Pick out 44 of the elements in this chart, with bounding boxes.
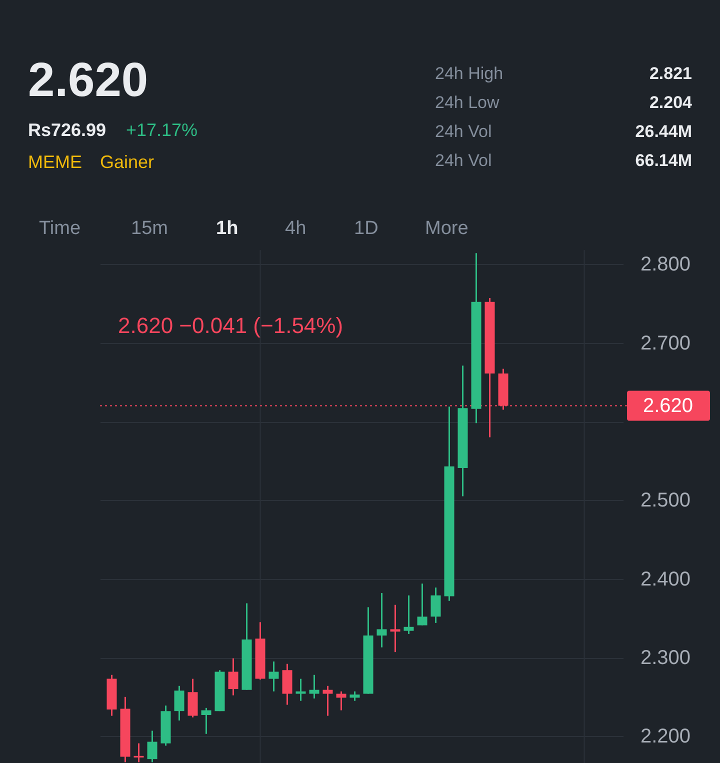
annotation: 2.620 −0.041 (−1.54%): [118, 313, 344, 338]
candlestick: [390, 604, 400, 653]
y-tick-label: 2.200: [640, 726, 691, 748]
candlestick: [228, 658, 238, 696]
candlestick: [134, 742, 144, 763]
candlestick: [147, 730, 158, 763]
text: 24h Vol: [435, 151, 492, 170]
text: MEME: [28, 152, 82, 172]
text: 15m: [131, 218, 168, 239]
candlestick: [404, 594, 414, 635]
candlestick: [350, 690, 360, 702]
candlestick: [376, 592, 387, 648]
candlestick: [309, 674, 320, 700]
text: 66.14M: [635, 151, 692, 170]
text: 24h High: [435, 64, 504, 83]
candlestick: [174, 685, 184, 722]
y-tick-label: 2.800: [640, 254, 691, 276]
y-tick-label: 2.500: [640, 490, 691, 512]
text: 2.204: [649, 93, 693, 112]
text: +17.17%: [126, 120, 198, 140]
text: 2.821: [649, 64, 692, 83]
text: Time: [39, 218, 81, 239]
text: More: [425, 218, 468, 239]
ref-line-label: 2.620: [642, 394, 694, 417]
candlestick: [296, 678, 306, 702]
chart-title: 2.620: [28, 54, 148, 107]
text: Rs726.99: [28, 120, 106, 140]
candlestick: [188, 678, 198, 718]
y-tick-label: 2.400: [640, 568, 691, 590]
candlestick: [282, 663, 292, 706]
candlestick: [430, 586, 441, 624]
text: 24h Low: [435, 93, 500, 112]
text: Gainer: [100, 152, 154, 172]
candlestick: [201, 707, 212, 735]
text: 26.44M: [635, 122, 692, 141]
text: 1h: [216, 218, 238, 239]
text: 1D: [354, 218, 378, 239]
y-tick-label: 2.700: [640, 332, 691, 354]
text: 4h: [285, 218, 306, 239]
candlestick: [417, 582, 428, 626]
candlestick: [322, 685, 333, 717]
candlestick: [268, 660, 279, 692]
y-tick-label: 2.300: [640, 647, 691, 670]
text: 24h Vol: [435, 122, 492, 141]
